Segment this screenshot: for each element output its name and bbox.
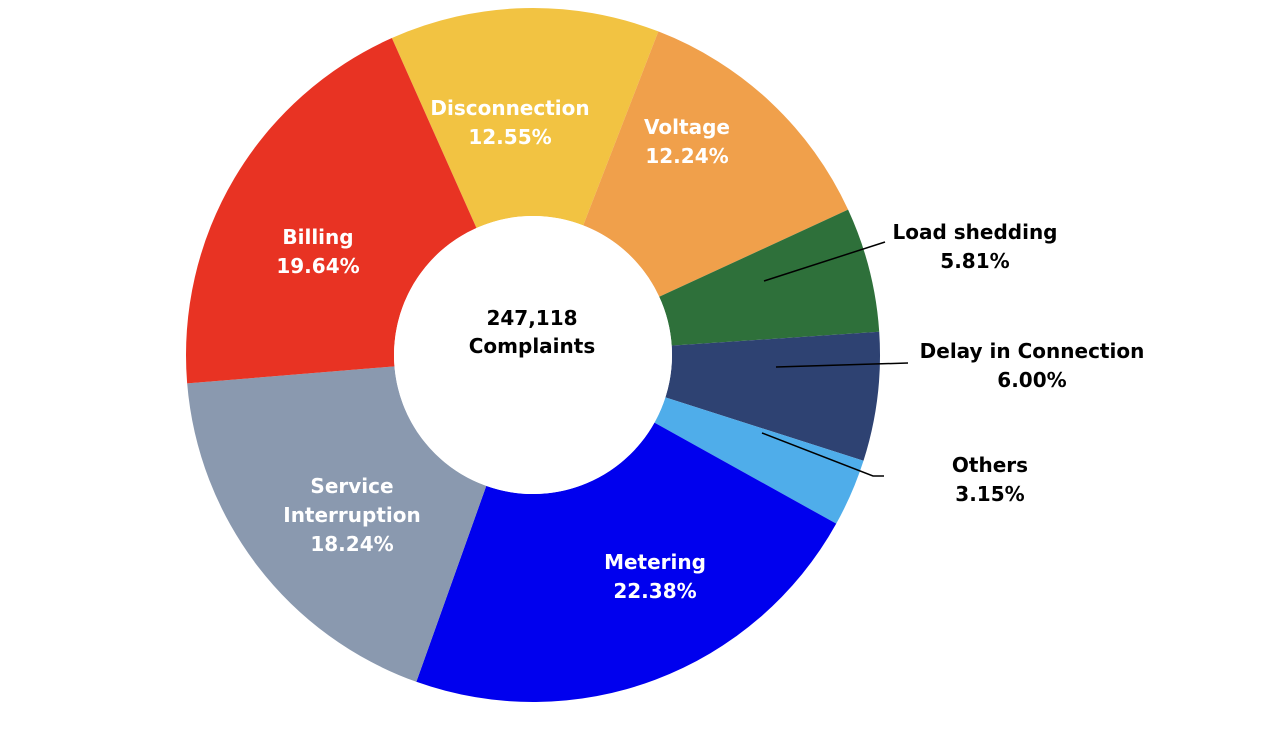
leader-line-delay-in-connection (775, 362, 909, 368)
label-line: 12.55% (468, 125, 551, 149)
label-line: Billing (282, 225, 353, 249)
label-line: 5.81% (940, 249, 1009, 273)
center-total: 247,118 (486, 306, 577, 330)
label-line: 3.15% (955, 482, 1024, 506)
slice-labels-group: Disconnection 12.55% Voltage 12.24% Load she… (276, 96, 1144, 603)
label-delay-in-connection: Delay in Connection 6.00% (920, 339, 1145, 392)
slice-load-shedding (659, 209, 880, 346)
label-line: Voltage (644, 115, 730, 139)
label-line: 6.00% (997, 368, 1066, 392)
slice-disconnection (391, 8, 659, 229)
label-line: Interruption (283, 503, 420, 527)
slice-delay-in-connection (665, 331, 880, 461)
label-line: Delay in Connection (920, 339, 1145, 363)
label-line: 19.64% (276, 254, 359, 278)
label-disconnection: Disconnection 12.55% (430, 96, 589, 149)
label-service-interruption: Service Interruption 18.24% (283, 474, 420, 556)
label-metering: Metering 22.38% (604, 550, 706, 603)
label-line: Others (952, 453, 1028, 477)
label-voltage: Voltage 12.24% (644, 115, 730, 168)
slice-service-interruption (187, 366, 487, 682)
leader-line-others (761, 432, 884, 477)
leader-line-load-shedding (763, 241, 886, 282)
slice-voltage (583, 31, 849, 297)
slices-group (186, 8, 880, 702)
label-billing: Billing 19.64% (276, 225, 359, 278)
donut-hole (394, 216, 672, 494)
slice-billing (186, 37, 477, 384)
label-line: Disconnection (430, 96, 589, 120)
slice-others (654, 397, 864, 524)
center-caption: Complaints (469, 334, 595, 358)
label-line: Metering (604, 550, 706, 574)
label-others: Others 3.15% (952, 453, 1028, 506)
label-load-shedding: Load shedding 5.81% (892, 220, 1057, 273)
slice-metering (416, 422, 837, 702)
label-line: Service (310, 474, 393, 498)
label-line: Load shedding (892, 220, 1057, 244)
label-line: 18.24% (310, 532, 393, 556)
label-line: 22.38% (613, 579, 696, 603)
leader-lines-group (761, 241, 909, 477)
label-line: 12.24% (645, 144, 728, 168)
